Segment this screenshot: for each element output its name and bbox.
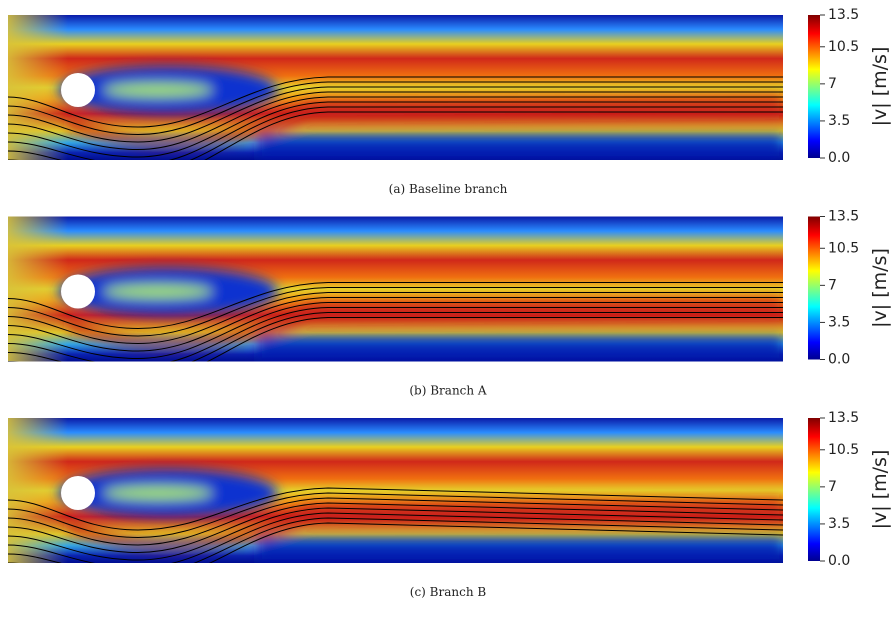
colorbar-label: |v| [m/s] xyxy=(869,47,891,127)
inlet-region xyxy=(8,15,68,160)
streamline xyxy=(8,507,783,561)
flow-panel xyxy=(8,418,783,563)
cylinder xyxy=(61,73,95,107)
caption: (a) Baseline branch xyxy=(389,182,508,196)
colorbar-tick-label: 7 xyxy=(828,277,837,293)
colorbar-tick-label: 10.5 xyxy=(828,39,859,55)
colorbar-tick-label: 0.0 xyxy=(828,553,850,569)
flow-panel xyxy=(8,216,783,362)
streamline xyxy=(8,297,783,352)
streamline xyxy=(8,101,783,160)
colorbar-label: |v| [m/s] xyxy=(869,450,891,530)
lower-jet xyxy=(68,95,783,148)
bottom-low xyxy=(258,538,783,563)
streamline xyxy=(8,307,783,362)
streamline xyxy=(8,96,783,158)
streamline xyxy=(8,492,783,539)
wake xyxy=(58,66,783,160)
streamline xyxy=(8,111,783,160)
streamline xyxy=(8,282,783,330)
lower-jet xyxy=(68,296,783,350)
wake-center xyxy=(103,83,213,97)
colorbar xyxy=(808,418,820,561)
colorbar xyxy=(808,15,820,158)
bottom-low xyxy=(258,336,783,362)
streamline xyxy=(8,106,783,160)
streamline xyxy=(8,91,783,151)
caption: (b) Branch A xyxy=(409,384,487,398)
streamline xyxy=(8,317,783,362)
streamline xyxy=(8,302,783,360)
colorbar-label: |v| [m/s] xyxy=(869,248,891,328)
colorbar-tick-label: 3.5 xyxy=(828,516,850,532)
streamline xyxy=(8,292,783,345)
colorbar-tick-label: 0.0 xyxy=(828,150,850,166)
colorbar-tick-label: 7 xyxy=(828,76,837,92)
wake-center xyxy=(103,284,213,299)
streamline xyxy=(8,287,783,337)
inlet-region xyxy=(8,216,68,362)
colorbar-tick-label: 7 xyxy=(828,479,837,495)
streamline xyxy=(8,312,783,362)
colorbar-tick-label: 10.5 xyxy=(828,442,859,458)
wake-center xyxy=(103,486,213,500)
flow-panel xyxy=(8,15,783,160)
colorbar xyxy=(808,216,820,360)
streamline xyxy=(8,76,783,128)
cylinder xyxy=(61,476,95,510)
wake xyxy=(58,267,783,362)
cylinder xyxy=(61,274,95,309)
streamline xyxy=(8,81,783,136)
streamline xyxy=(8,497,783,546)
colorbar-tick-label: 13.5 xyxy=(828,7,859,23)
colorbar-tick-label: 0.0 xyxy=(828,352,850,368)
lower-jet xyxy=(68,498,783,551)
wake xyxy=(58,469,783,563)
streamline xyxy=(8,517,783,563)
streamline xyxy=(8,512,783,563)
colorbar-tick-label: 13.5 xyxy=(828,209,859,225)
colorbar-tick-label: 10.5 xyxy=(828,240,859,256)
caption: (c) Branch B xyxy=(410,585,487,599)
inlet-region xyxy=(8,418,68,563)
streamline xyxy=(8,502,783,554)
streamline xyxy=(8,86,783,143)
streamline xyxy=(8,522,783,563)
bottom-low xyxy=(258,135,783,160)
colorbar-tick-label: 13.5 xyxy=(828,410,859,426)
colorbar-tick-label: 3.5 xyxy=(828,113,850,129)
streamline xyxy=(8,487,783,531)
colorbar-tick-label: 3.5 xyxy=(828,314,850,330)
